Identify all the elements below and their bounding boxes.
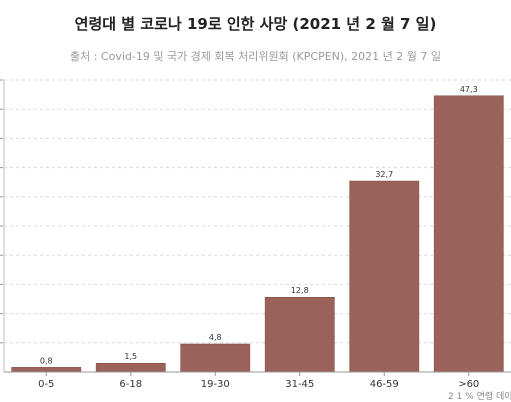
bar	[11, 367, 82, 373]
data-label: 4,8	[209, 333, 222, 342]
x-tick-label: 46-59	[370, 379, 399, 390]
chart-subtitle: 출처 : Covid-19 및 국가 경제 회복 처리위원회 (KPCPEN),…	[69, 50, 442, 63]
x-tick-label: 6-18	[119, 379, 142, 390]
x-tick-label: 0-5	[38, 379, 54, 390]
data-label: 0,8	[40, 356, 53, 365]
x-tick-label: >60	[458, 379, 479, 390]
x-tick-label: 19-30	[201, 379, 230, 390]
data-label: 47,3	[460, 85, 478, 94]
bar	[349, 180, 420, 373]
bar	[95, 362, 166, 373]
data-label: 1,5	[124, 352, 137, 361]
data-label: 32,7	[375, 170, 393, 179]
data-label: 12,8	[291, 286, 309, 295]
bar	[180, 343, 251, 373]
bar	[264, 296, 335, 373]
chart-title: 연령대 별 코로나 19로 인한 사망 (2021 년 2 월 7 일)	[74, 15, 437, 33]
chart-note: 2 1 % 연령 데이	[448, 392, 511, 402]
x-tick-label: 31-45	[285, 379, 314, 390]
bar	[433, 95, 504, 373]
